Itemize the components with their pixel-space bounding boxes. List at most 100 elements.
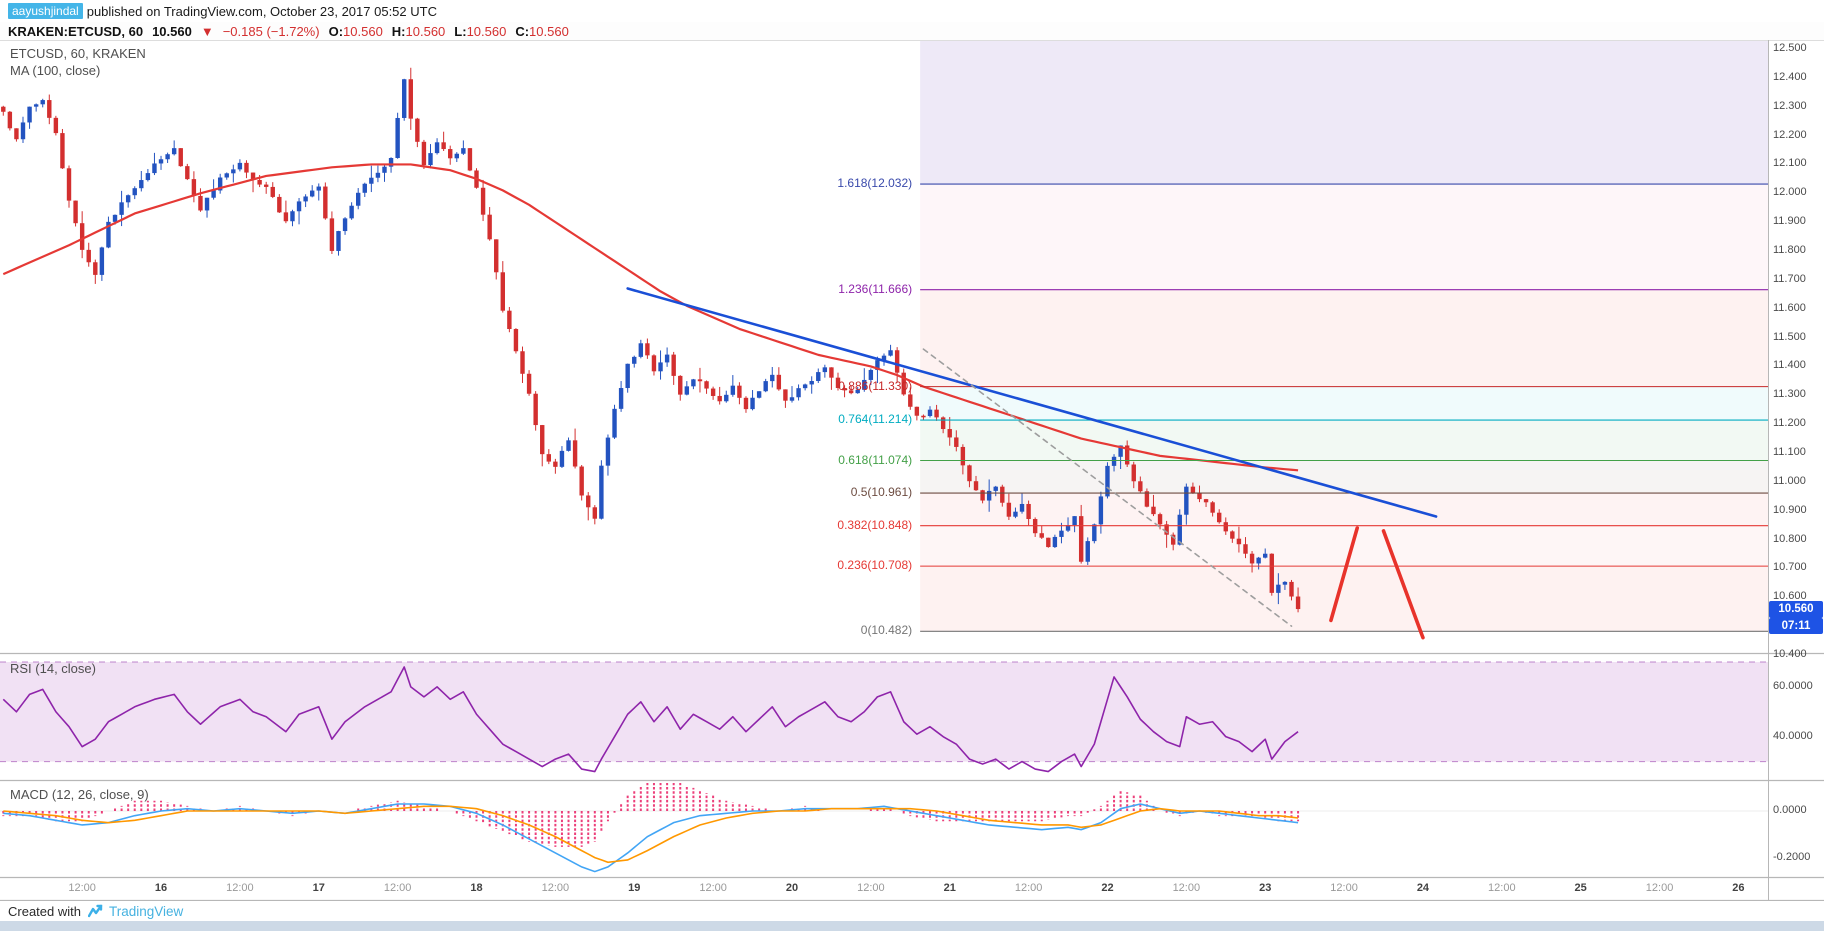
price-axis-label: 11.800 [1773,243,1806,256]
candle [796,388,801,398]
candle [382,166,387,173]
time-axis-label: 12:00 [1330,882,1358,894]
candle [342,218,348,232]
tradingview-wordmark: TradingView [108,903,184,919]
candle [1223,522,1228,532]
candle [171,148,177,155]
time-axis[interactable]: 12:00 16 12:00 17 12:00 18 12:00 19 12:00 20 12:00… [0,878,1768,901]
candle [93,262,98,275]
candle [921,415,926,418]
candle [862,379,867,390]
candle [1026,503,1031,520]
candle [119,202,124,215]
candle [283,212,289,222]
candle [934,409,939,418]
downtrend-line [626,287,1438,518]
main-chart-legend[interactable]: ETCUSD, 60, KRAKEN [10,46,146,61]
candle [20,122,26,140]
candle [303,196,308,202]
candle [53,117,59,134]
candle [185,166,190,180]
candle [204,197,210,211]
candle [763,381,768,392]
candle [1131,464,1136,482]
rsi-pane-legend[interactable]: RSI (14, close) [10,661,96,676]
candle [1230,531,1235,539]
candle [540,425,545,455]
author-username[interactable]: aayushjindal [8,3,83,19]
symbol-title[interactable]: KRAKEN:ETCUSD, 60 [8,23,144,39]
time-axis-label: 12:00 [226,882,254,894]
candle [632,356,637,364]
candle [139,180,144,189]
candle [1105,465,1110,497]
time-axis-label: 26 [1732,882,1745,894]
candle [822,367,828,373]
price-axis-label: 10.600 [1773,590,1807,603]
candle [1190,486,1196,493]
rsi-line [2,666,1299,773]
candle [1000,486,1005,503]
candle [743,397,749,410]
candle [750,397,755,410]
price-axis-label: 12.100 [1773,157,1807,170]
candle [1243,544,1248,554]
time-axis-label: 24 [1416,882,1430,894]
candle [638,343,644,357]
candle [914,406,920,416]
candle [356,192,361,206]
candle [1164,524,1169,535]
candle [829,367,834,378]
projection-up [1329,526,1360,623]
last-price-badge: 10.560 [1769,600,1823,618]
price-axis-label: 11.700 [1773,272,1806,285]
price-axis[interactable]: 12.500 12.400 12.300 12.200 12.100 12.000 11.9… [1768,40,1824,901]
candle [395,117,400,159]
candle [783,389,788,401]
tradingview-logo[interactable]: TradingView [87,903,184,919]
candle [967,465,972,482]
candle [526,373,532,394]
candle [1263,553,1268,558]
macd-pane-legend[interactable]: MACD (12, 26, close, 9) [10,787,149,802]
candle [1085,541,1090,562]
candle [112,214,118,222]
time-axis-label: 16 [154,882,168,894]
candle [724,394,729,402]
candle [7,111,13,129]
chart-canvas[interactable] [0,40,1824,901]
candle [888,350,893,356]
candle [1039,533,1044,538]
candle [125,195,131,203]
price-axis-label: 11.000 [1773,474,1806,487]
candle [875,360,880,370]
candle [1098,496,1104,525]
candle [704,381,709,389]
candle [816,372,821,381]
price-axis-label: 11.300 [1773,388,1806,401]
candle [329,218,335,251]
price-axis-label: 10.400 [1773,647,1807,660]
ma-indicator-legend[interactable]: MA (100, close) [10,63,101,78]
candle [467,148,473,171]
candle [191,179,197,196]
candle [868,369,874,380]
candle [625,363,630,389]
candle [1118,445,1123,457]
candle [553,461,558,467]
time-axis-label: 12:00 [68,882,96,894]
candle [224,173,229,178]
tradingview-chart-icon [87,904,103,918]
candle [1092,524,1097,542]
candle [388,158,394,167]
candle [927,409,933,417]
close-value: C:10.560 [515,23,569,39]
candle [494,239,499,273]
candle [566,440,571,451]
candle [513,329,519,352]
candle [1124,445,1130,465]
candle [178,148,183,167]
price-axis-label: 12.400 [1773,70,1807,83]
time-axis-label: 12:00 [1645,882,1674,894]
overlay-layer [0,40,1824,901]
